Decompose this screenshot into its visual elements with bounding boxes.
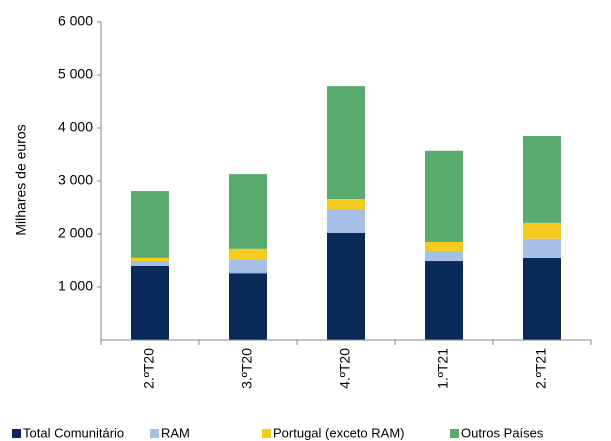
bar-segment bbox=[229, 174, 267, 249]
y-tick-label: 5 000 bbox=[58, 66, 93, 82]
bar-segment bbox=[327, 199, 365, 210]
y-tick-label: 2 000 bbox=[58, 225, 93, 241]
legend-label: Total Comunitário bbox=[23, 425, 124, 440]
x-tick-label: 4.ºT20 bbox=[337, 348, 353, 389]
bar-segment bbox=[327, 209, 365, 233]
y-tick-label: 4 000 bbox=[58, 119, 93, 135]
bar-segment bbox=[327, 86, 365, 200]
bar-segment bbox=[425, 250, 463, 262]
bar-segment bbox=[523, 238, 561, 258]
legend-swatch bbox=[12, 429, 21, 438]
bar-segment bbox=[229, 273, 267, 340]
x-tick-label: 1.ºT21 bbox=[435, 348, 451, 389]
bar-segment bbox=[425, 261, 463, 340]
bar-segment bbox=[425, 150, 463, 242]
bar-segment bbox=[523, 135, 561, 223]
bar-segment bbox=[425, 241, 463, 251]
x-tick-label: 3.ºT20 bbox=[239, 348, 255, 389]
bar-segment bbox=[131, 261, 169, 266]
legend-swatch bbox=[450, 429, 459, 438]
bar-segment bbox=[327, 232, 365, 340]
bar-segment bbox=[229, 248, 267, 260]
y-tick-label: 6 000 bbox=[58, 13, 93, 29]
bar-segment bbox=[131, 265, 169, 340]
legend-label: Outros Países bbox=[461, 425, 544, 440]
bar-segment bbox=[131, 191, 169, 258]
x-tick-label: 2.ºT20 bbox=[141, 348, 157, 389]
bar-segment bbox=[131, 257, 169, 262]
bar-segment bbox=[229, 259, 267, 274]
legend-swatch bbox=[262, 429, 271, 438]
legend-swatch bbox=[150, 429, 159, 438]
bar-segment bbox=[523, 222, 561, 239]
legend-label: Portugal (exceto RAM) bbox=[273, 425, 405, 440]
bar-segment bbox=[523, 257, 561, 340]
y-tick-label: 1 000 bbox=[58, 278, 93, 294]
x-tick-label: 2.ºT21 bbox=[533, 348, 549, 389]
y-tick-label: 3 000 bbox=[58, 172, 93, 188]
legend-label: RAM bbox=[161, 425, 190, 440]
y-axis-title: Milhares de euros bbox=[13, 124, 29, 235]
